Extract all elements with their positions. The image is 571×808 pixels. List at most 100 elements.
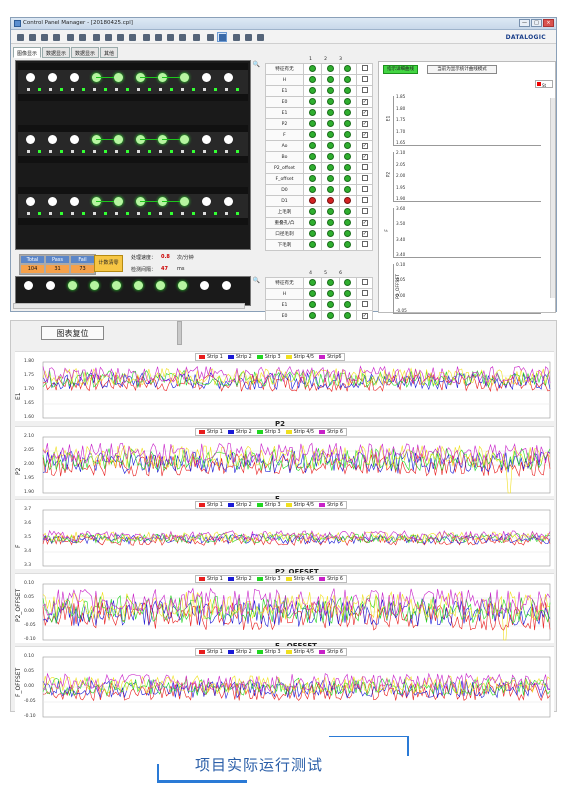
- enable-checkbox[interactable]: [361, 87, 368, 93]
- horizontal-scrollbar[interactable]: [13, 303, 245, 309]
- pin-mark: [49, 88, 52, 91]
- print-icon[interactable]: [51, 32, 61, 42]
- camera-view-1[interactable]: 🔍: [15, 60, 260, 250]
- enable-checkbox[interactable]: [361, 197, 368, 203]
- pin-mark: [82, 150, 85, 153]
- enable-checkbox[interactable]: [361, 290, 368, 296]
- hole-row: [22, 281, 244, 291]
- legend-entry: Strip 3: [256, 649, 281, 655]
- enable-checkbox[interactable]: ✓: [361, 110, 368, 116]
- export-icon[interactable]: [77, 32, 87, 42]
- enable-checkbox[interactable]: [361, 65, 368, 71]
- enable-checkbox[interactable]: [361, 76, 368, 82]
- zoom-icon[interactable]: [191, 32, 201, 42]
- mini-chart-tick: 1.80: [396, 105, 406, 111]
- paste-icon[interactable]: [115, 32, 125, 42]
- pass-led-icon: [308, 289, 316, 297]
- measure-line: [96, 139, 114, 140]
- enable-checkbox[interactable]: [361, 175, 368, 181]
- splitter-handle[interactable]: [177, 321, 182, 345]
- grid-row-name: 下毛刺: [265, 239, 304, 251]
- enable-checkbox[interactable]: ✓: [361, 121, 368, 127]
- pass-led-icon: [326, 240, 334, 248]
- step-icon[interactable]: [153, 32, 163, 42]
- circle-icon[interactable]: [255, 32, 265, 42]
- run-icon[interactable]: [141, 32, 151, 42]
- stop-icon[interactable]: [165, 32, 175, 42]
- grid-cell: [338, 184, 358, 196]
- pass-led-icon: [344, 64, 352, 72]
- tab-0[interactable]: 图像显示: [13, 47, 42, 58]
- enable-checkbox[interactable]: ✓: [361, 132, 368, 138]
- mini-chart-tick: 1.95: [396, 184, 406, 190]
- chart-reset-button[interactable]: 图表复位: [41, 326, 104, 340]
- enable-checkbox[interactable]: ✓: [361, 143, 368, 149]
- reset-counter-button[interactable]: 计数清零: [94, 255, 123, 272]
- grid-cell: [338, 85, 358, 97]
- legend-entry: Strip 4/5: [285, 354, 314, 360]
- enable-checkbox[interactable]: [361, 208, 368, 214]
- grid-cell: [303, 173, 322, 185]
- mini-chart-ylabel: P2: [386, 171, 392, 177]
- enable-checkbox[interactable]: [361, 301, 368, 307]
- square-icon-glyph: [244, 33, 252, 41]
- hole-row: [24, 73, 242, 83]
- chart-plot: [42, 583, 551, 641]
- camera-view-2[interactable]: 🔍: [15, 276, 260, 306]
- col-head: 3: [339, 57, 342, 62]
- grid-cell: [320, 118, 340, 130]
- pin-mark: [148, 88, 151, 91]
- new-icon[interactable]: [15, 32, 25, 42]
- mode-button[interactable]: 当前为显示统计曲线模式: [427, 65, 497, 74]
- tab-3[interactable]: 其他: [100, 47, 119, 58]
- save-icon[interactable]: [39, 32, 49, 42]
- enable-checkbox[interactable]: ✓: [361, 154, 368, 160]
- select-icon[interactable]: [205, 32, 215, 42]
- enable-checkbox[interactable]: [361, 164, 368, 170]
- tab-1[interactable]: 数据显示: [42, 47, 71, 58]
- measure-line: [162, 77, 180, 78]
- square-icon[interactable]: [243, 32, 253, 42]
- open-icon[interactable]: [27, 32, 37, 42]
- enable-checkbox[interactable]: [361, 241, 368, 247]
- minimize-button[interactable]: —: [519, 19, 530, 27]
- grid-cell: [303, 310, 322, 322]
- monitor-icon[interactable]: [217, 32, 227, 42]
- speed-label: 处理速度：: [131, 255, 157, 261]
- enable-checkbox[interactable]: ✓: [361, 220, 368, 226]
- enable-checkbox[interactable]: [361, 279, 368, 285]
- zoom-icon[interactable]: 🔍: [252, 277, 260, 284]
- maximize-button[interactable]: □: [531, 19, 542, 27]
- zoom-icon[interactable]: 🔍: [252, 61, 260, 68]
- legend-label: Strip 4/5: [293, 649, 315, 655]
- grid-cell: [338, 162, 358, 174]
- grid-cell: [320, 206, 340, 218]
- hole-mark: [90, 281, 99, 290]
- enable-checkbox[interactable]: ✓: [361, 313, 368, 319]
- tab-2[interactable]: 数据显示: [71, 47, 100, 58]
- copy-icon[interactable]: [103, 32, 113, 42]
- grid-column-heads-2: 4 5 6: [303, 271, 348, 276]
- record-icon[interactable]: [177, 32, 187, 42]
- measure-line: [162, 139, 180, 140]
- pass-led-icon: [326, 311, 334, 319]
- pass-led-icon: [326, 185, 334, 193]
- grid-row-name: D1: [265, 195, 304, 207]
- legend-swatch: [199, 430, 205, 434]
- close-button[interactable]: ×: [543, 19, 554, 27]
- caption-frame: [329, 736, 409, 737]
- vertical-scrollbar[interactable]: [550, 98, 555, 298]
- caption-frame: [157, 764, 159, 783]
- enable-checkbox[interactable]: ✓: [361, 99, 368, 105]
- delete-icon[interactable]: [127, 32, 137, 42]
- print-preview-icon[interactable]: [65, 32, 75, 42]
- pin-mark: [203, 150, 206, 153]
- enable-checkbox[interactable]: [361, 186, 368, 192]
- grid-row: Ao ✓: [265, 140, 373, 152]
- grid-icon[interactable]: [231, 32, 241, 42]
- cut-icon[interactable]: [91, 32, 101, 42]
- detail-curve-button[interactable]: 指示详细曲线: [383, 65, 418, 74]
- open-icon-glyph: [28, 33, 36, 41]
- enable-checkbox[interactable]: ✓: [361, 231, 368, 237]
- grid-cell: [320, 217, 340, 229]
